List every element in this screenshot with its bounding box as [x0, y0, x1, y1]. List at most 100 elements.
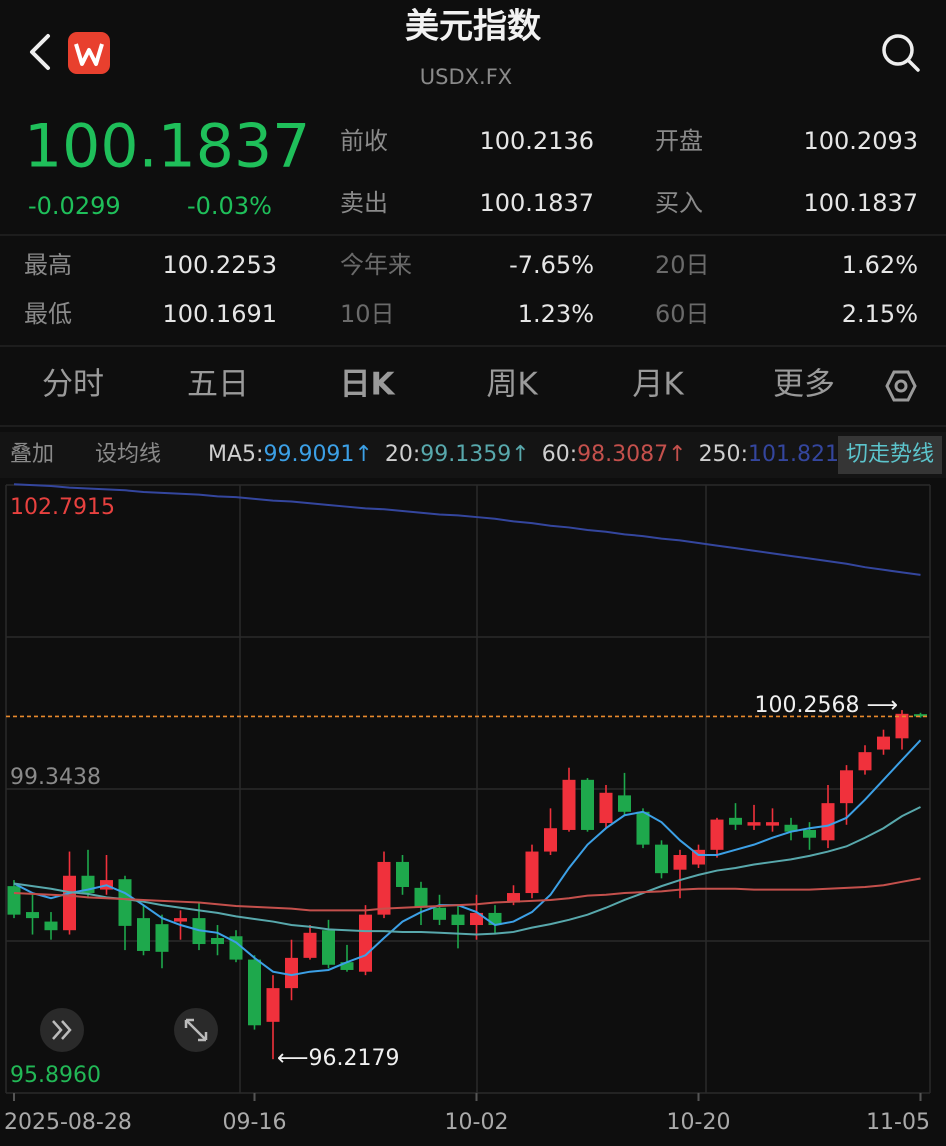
field-value: 100.2136 [479, 127, 594, 155]
y-tick-label: 99.3438 [10, 765, 101, 790]
ma-legend: MA5:99.9091↑ 20:99.1359↑ 60:98.3087↑ 250:10… [208, 442, 839, 467]
stat-label: 今年来 [340, 251, 412, 279]
plot-area: 102.7915 99.3438 95.8960 2025-08-28 09-16 10-… [4, 483, 930, 1135]
candle-body [229, 936, 243, 960]
legend-value: 98.3087 [577, 442, 668, 467]
tab[interactable]: 分时 [42, 367, 104, 403]
low-annotation: ⟵96.2179 [277, 1046, 400, 1071]
y-tick-label: 95.8960 [10, 1063, 101, 1088]
legend-separator: : [413, 442, 420, 467]
candle-body [710, 819, 724, 850]
candle-body [118, 879, 132, 926]
stat-value: 1.62% [842, 251, 918, 279]
candle-body [673, 855, 687, 870]
stat-label: 最高 [24, 251, 72, 279]
last-price: 100.1837 [24, 112, 310, 182]
settings-icon [885, 370, 917, 402]
tab[interactable]: 周K [486, 367, 538, 403]
set-ma-button[interactable]: 设均线 [95, 442, 161, 467]
page-title: 美元指数 [405, 7, 541, 47]
field-label: 开盘 [655, 127, 703, 155]
candle-body [174, 918, 187, 922]
ma-line [13, 806, 921, 936]
search-icon [882, 34, 914, 66]
legend-value: 99.9091 [263, 442, 354, 467]
legend-trend: ↑ [354, 442, 372, 467]
candle-body [7, 886, 21, 915]
legend-separator: : [256, 442, 263, 467]
candle-body [377, 861, 391, 915]
legend-name: 20 [385, 442, 413, 467]
x-tick-label: 10-02 [445, 1110, 509, 1135]
tab[interactable]: 五日 [187, 367, 249, 403]
stat-value: 100.2253 [162, 251, 277, 279]
field-label: 前收 [340, 127, 388, 155]
legend-name: MA5 [208, 442, 256, 467]
stat-value: 2.15% [842, 300, 918, 328]
search-button[interactable] [882, 34, 920, 72]
candle-body [747, 822, 761, 826]
x-tick-label: 11-05 [866, 1110, 930, 1135]
candle-body [599, 792, 613, 824]
ma-line [13, 483, 921, 576]
tab[interactable]: 月K [632, 367, 684, 403]
settings-button[interactable] [885, 370, 917, 402]
stat-label: 10日 [340, 300, 395, 328]
stat-label: 20日 [655, 251, 710, 279]
expand-left-button[interactable] [40, 1008, 84, 1052]
chart-grid [5, 484, 931, 1094]
stat-label: 最低 [24, 300, 72, 328]
x-tick-label: 10-20 [667, 1110, 731, 1135]
stat-label: 60日 [655, 300, 710, 328]
candle-body [729, 817, 742, 825]
candle-body [821, 803, 835, 841]
ma-line [13, 739, 922, 977]
candle-body [44, 921, 58, 931]
price-change: -0.0299 [28, 192, 121, 220]
legend-name: 60 [542, 442, 570, 467]
back-button[interactable] [30, 34, 50, 70]
page-subtitle: USDX.FX [420, 65, 512, 89]
candle-body [803, 829, 816, 838]
search-icon [906, 58, 920, 72]
price-change-pct: -0.03% [187, 192, 272, 220]
switch-button-label[interactable]: 切走势线 [846, 442, 934, 467]
candle-body [155, 924, 169, 952]
field-label: 买入 [655, 189, 703, 217]
stat-value: -7.65% [509, 251, 594, 279]
candle-body [340, 962, 354, 970]
candle-body [877, 736, 890, 750]
candle-body [581, 779, 594, 830]
tab[interactable]: 日K [339, 367, 395, 403]
legend-name: 250 [699, 442, 741, 467]
candle-body [766, 822, 779, 826]
stat-value: 1.23% [518, 300, 594, 328]
field-value: 100.1837 [803, 189, 918, 217]
candle-body [784, 824, 798, 832]
candle-body [525, 851, 539, 894]
x-tick-label: 09-16 [223, 1110, 287, 1135]
switch-button[interactable] [838, 436, 942, 474]
candle-body [840, 770, 853, 804]
candle-body [414, 887, 428, 908]
candle-body [396, 861, 409, 887]
candle-body [914, 714, 927, 717]
legend-trend: ↑ [668, 442, 686, 467]
logo-mark [74, 43, 104, 66]
app-logo [68, 32, 110, 74]
candle-body [303, 932, 317, 958]
candle-body [451, 914, 465, 926]
candle-body [618, 795, 631, 812]
field-value: 100.2093 [803, 127, 918, 155]
candle-body [322, 930, 335, 965]
tab[interactable]: 更多 [773, 367, 835, 403]
legend-value: 101.821 [748, 442, 839, 467]
candle-body [507, 893, 520, 903]
candle-body [895, 713, 909, 739]
candle-body [562, 779, 576, 830]
fullscreen-button[interactable] [174, 1008, 218, 1052]
overlay-button[interactable]: 叠加 [10, 442, 54, 467]
